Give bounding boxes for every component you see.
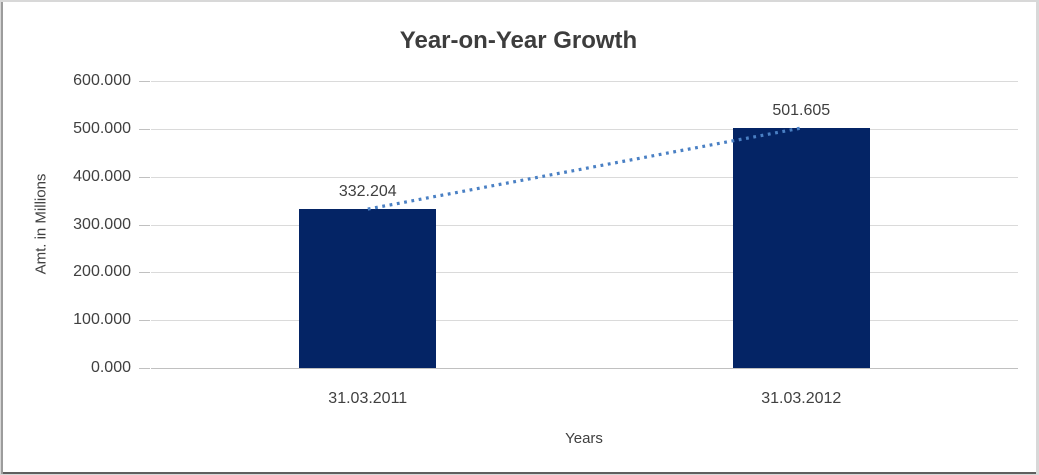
gridline [151, 81, 1018, 82]
y-tick-label: 600.000 [73, 72, 131, 89]
x-axis-title: Years [565, 430, 603, 447]
y-axis-tick-mark [139, 368, 150, 369]
plot-area [151, 81, 1018, 369]
x-axis-line [151, 368, 1018, 369]
y-axis-tick-mark [139, 81, 150, 82]
y-axis-tick-mark [139, 272, 150, 274]
y-axis-tick-mark [139, 176, 150, 178]
x-tick-label: 31.03.2012 [761, 390, 842, 407]
y-axis-tick-mark [139, 224, 150, 226]
y-tick-label: 300.000 [73, 215, 131, 233]
y-tick-label: 200.000 [73, 263, 131, 281]
y-axis-tick-mark [139, 320, 150, 322]
gridline [151, 128, 1018, 130]
y-axis-title: Amt. in Millions [32, 173, 50, 275]
gridline [151, 224, 1018, 226]
gridline [151, 176, 1018, 178]
data-label: 332.204 [338, 183, 397, 201]
bar-31.03.2011 [299, 209, 437, 368]
chart-title: Year-on-Year Growth [399, 27, 638, 54]
gridline [151, 320, 1018, 322]
gridline [151, 272, 1018, 274]
x-tick-label: 31.03.2011 [328, 390, 408, 407]
y-tick-label: 100.000 [73, 311, 131, 329]
bar-31.03.2012 [732, 128, 870, 368]
y-axis-tick-mark [139, 128, 150, 130]
y-tick-label: 500.000 [73, 119, 131, 137]
y-tick-label: 0.000 [90, 359, 131, 376]
data-label: 501.605 [772, 102, 831, 120]
y-tick-label: 400.000 [73, 167, 131, 185]
